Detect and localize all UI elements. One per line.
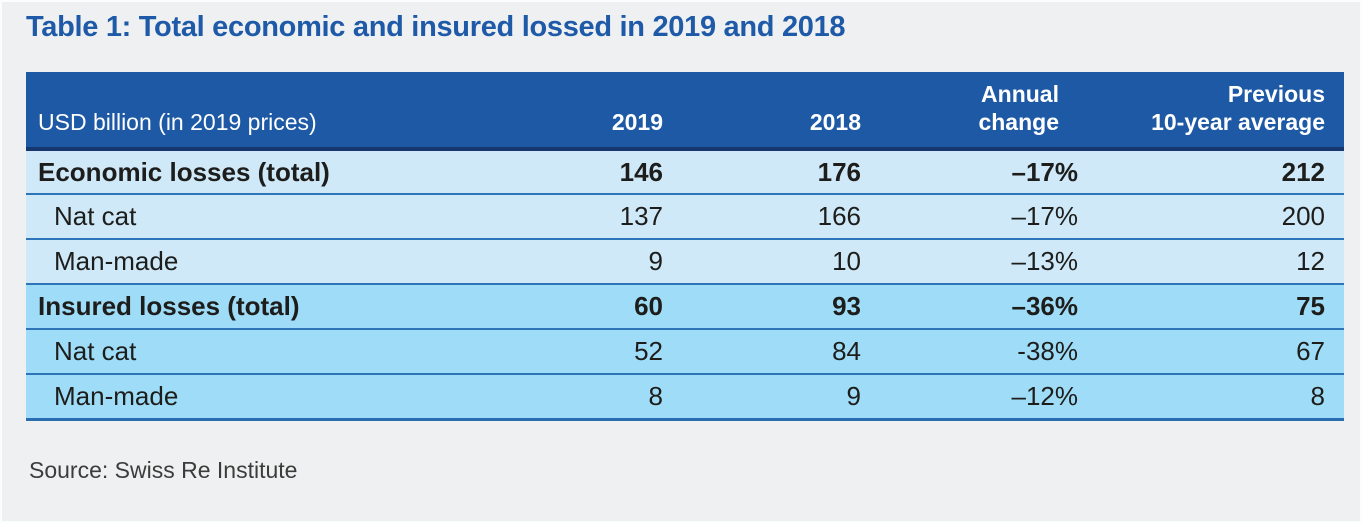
value-2019: 137 [546, 193, 671, 239]
row-label: Man-made [26, 238, 546, 284]
value-10yr-average: 67 [1086, 328, 1344, 374]
row-economic-natcat: Nat cat 137 166 –17% 200 [26, 193, 1344, 239]
row-insured-natcat: Nat cat 52 84 -38% 67 [26, 328, 1344, 374]
header-col-2018: 2018 [671, 72, 869, 149]
header-col-annual-change: Annual change [869, 72, 1086, 149]
value-2018: 10 [671, 238, 869, 284]
value-2019: 8 [546, 373, 671, 421]
value-10yr-average: 12 [1086, 238, 1344, 284]
value-annual-change: –17% [869, 193, 1086, 239]
value-10yr-average: 75 [1086, 283, 1344, 329]
row-label: Nat cat [26, 193, 546, 239]
header-unit-label: USD billion (in 2019 prices) [26, 72, 546, 149]
row-economic-manmade: Man-made 9 10 –13% 12 [26, 238, 1344, 284]
value-annual-change: –13% [869, 238, 1086, 284]
value-2018: 9 [671, 373, 869, 421]
table-header: USD billion (in 2019 prices) 2019 2018 A… [26, 72, 1344, 149]
value-2019: 9 [546, 238, 671, 284]
value-2019: 146 [546, 147, 671, 194]
value-2018: 176 [671, 147, 869, 194]
value-2018: 84 [671, 328, 869, 374]
table-title: Table 1: Total economic and insured loss… [26, 11, 846, 43]
row-insured-total: Insured losses (total) 60 93 –36% 75 [26, 283, 1344, 329]
value-2019: 52 [546, 328, 671, 374]
value-annual-change: -38% [869, 328, 1086, 374]
value-2018: 166 [671, 193, 869, 239]
value-2019: 60 [546, 283, 671, 329]
row-label: Man-made [26, 373, 546, 421]
value-annual-change: –36% [869, 283, 1086, 329]
row-label: Economic losses (total) [26, 147, 546, 194]
header-col-2019: 2019 [546, 72, 671, 149]
row-label: Insured losses (total) [26, 283, 546, 329]
row-label: Nat cat [26, 328, 546, 374]
row-insured-manmade: Man-made 8 9 –12% 8 [26, 373, 1344, 421]
value-10yr-average: 8 [1086, 373, 1344, 421]
value-2018: 93 [671, 283, 869, 329]
value-10yr-average: 212 [1086, 147, 1344, 194]
header-row: USD billion (in 2019 prices) 2019 2018 A… [26, 72, 1344, 149]
table-body: Economic losses (total) 146 176 –17% 212… [26, 147, 1344, 421]
source-note: Source: Swiss Re Institute [29, 457, 298, 483]
losses-table: USD billion (in 2019 prices) 2019 2018 A… [26, 72, 1344, 421]
value-10yr-average: 200 [1086, 193, 1344, 239]
row-economic-total: Economic losses (total) 146 176 –17% 212 [26, 147, 1344, 194]
value-annual-change: –17% [869, 147, 1086, 194]
value-annual-change: –12% [869, 373, 1086, 421]
header-col-10yr-average: Previous 10-year average [1086, 72, 1344, 149]
